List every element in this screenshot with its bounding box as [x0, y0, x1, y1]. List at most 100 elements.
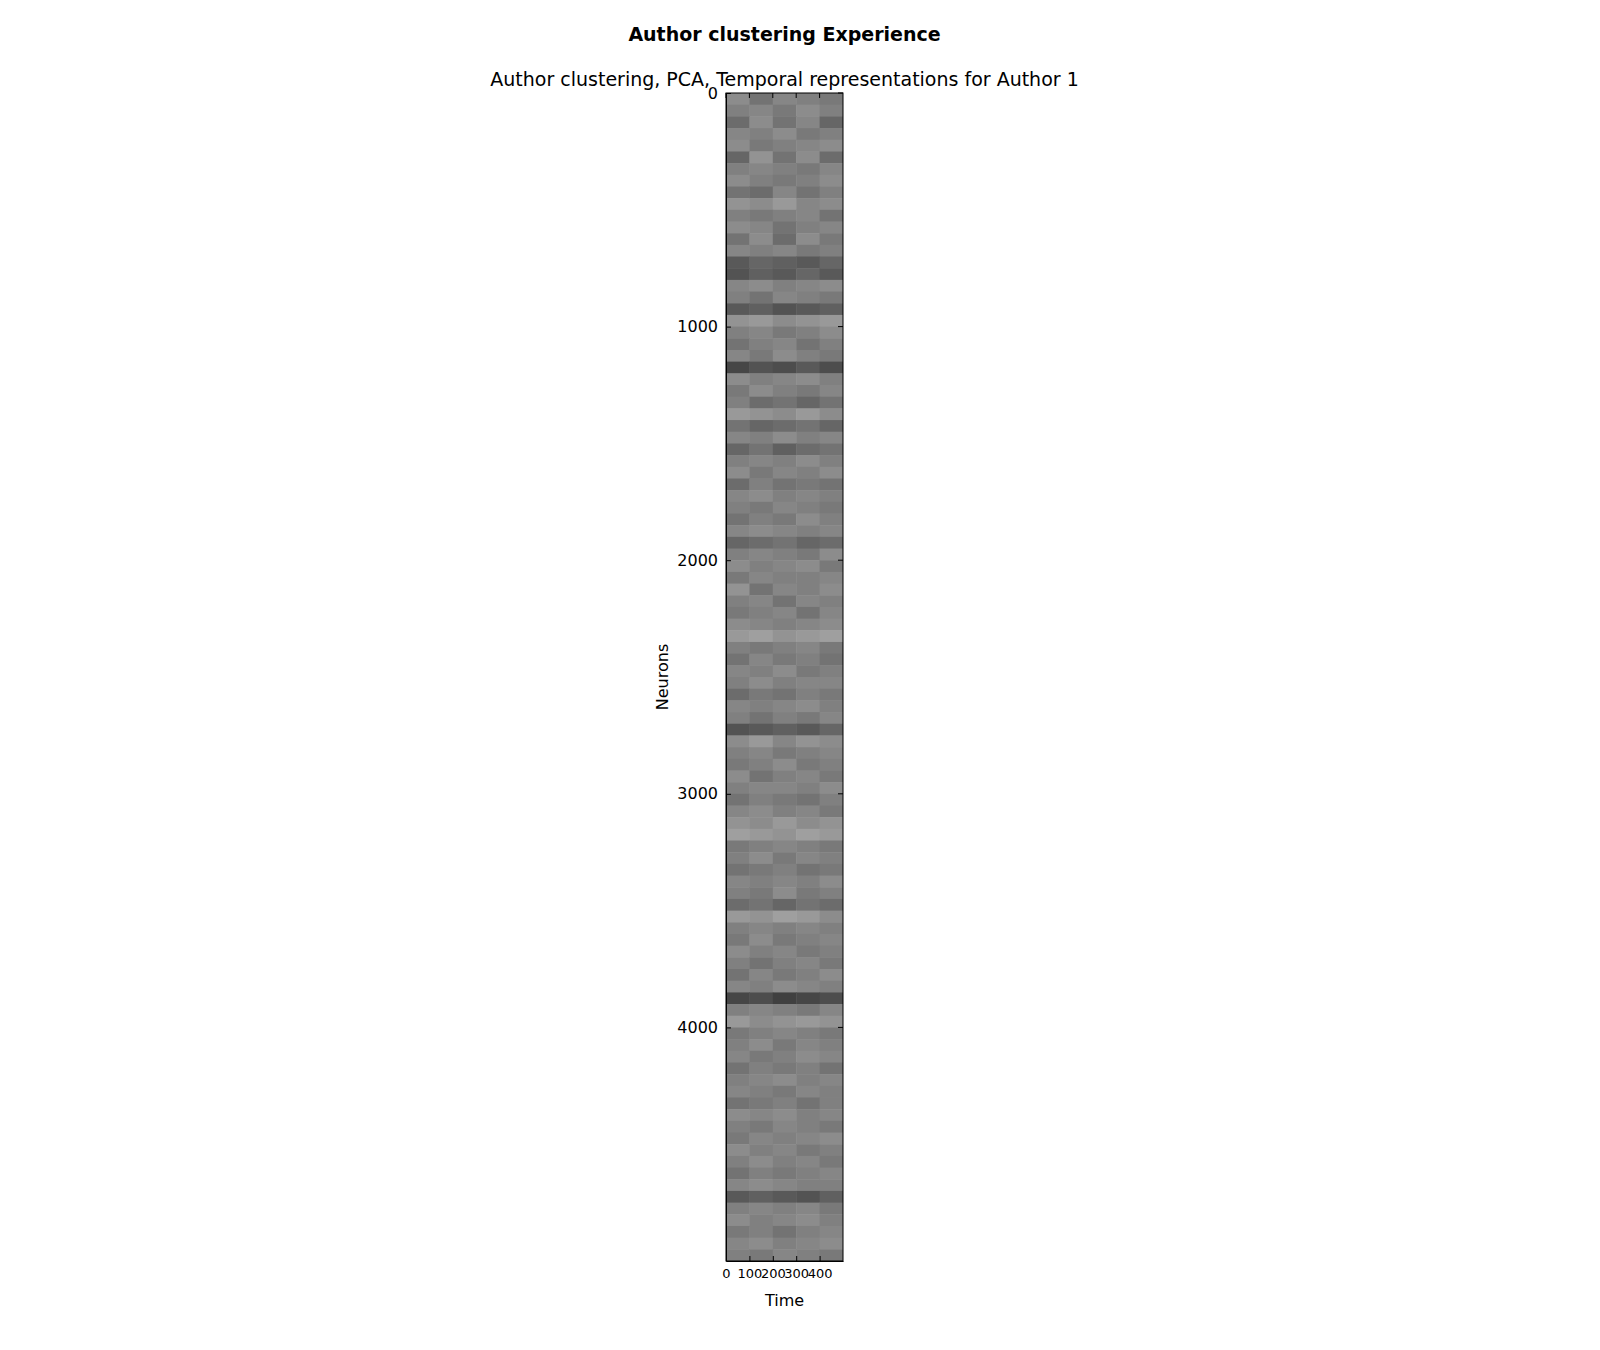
y-tick: 4000 — [677, 1018, 731, 1037]
cell — [726, 467, 750, 479]
cell — [796, 408, 820, 420]
cell — [820, 841, 843, 853]
cell — [749, 1062, 773, 1074]
cell — [773, 338, 797, 350]
cell — [749, 549, 773, 561]
cell — [726, 116, 750, 128]
cell — [773, 619, 797, 631]
cell — [749, 654, 773, 666]
cell — [726, 525, 750, 537]
cell — [749, 619, 773, 631]
cell — [749, 1039, 773, 1051]
cell — [820, 362, 843, 374]
x-tick: 200 — [761, 1256, 786, 1281]
cell — [820, 1004, 843, 1016]
cell — [796, 911, 820, 923]
cell — [796, 852, 820, 864]
cell — [773, 747, 797, 759]
cell — [726, 1027, 750, 1039]
cell — [796, 1133, 820, 1145]
cell — [820, 922, 843, 934]
cell — [749, 864, 773, 876]
cell — [773, 315, 797, 327]
cell — [773, 210, 797, 222]
cell — [773, 934, 797, 946]
x-tick-label: 200 — [761, 1266, 786, 1281]
cell — [726, 303, 750, 315]
cell — [773, 911, 797, 923]
cell — [726, 198, 750, 210]
cell — [749, 280, 773, 292]
cell — [796, 992, 820, 1004]
cell — [726, 560, 750, 572]
y-tick-label: 4000 — [677, 1018, 718, 1037]
cell — [820, 221, 843, 233]
cell — [796, 1191, 820, 1203]
cell — [726, 770, 750, 782]
cell — [796, 841, 820, 853]
cell — [749, 1051, 773, 1063]
cell — [820, 280, 843, 292]
cell — [820, 876, 843, 888]
cell — [820, 911, 843, 923]
cell — [726, 887, 750, 899]
cell — [749, 1097, 773, 1109]
cell — [796, 1051, 820, 1063]
cell — [749, 245, 773, 257]
cell — [796, 151, 820, 163]
cell — [749, 1249, 773, 1261]
cell — [773, 1144, 797, 1156]
cell — [749, 186, 773, 198]
cell — [726, 724, 750, 736]
cell — [726, 1238, 750, 1250]
cell — [749, 957, 773, 969]
cell — [749, 876, 773, 888]
cell — [820, 560, 843, 572]
cell — [726, 969, 750, 981]
cell — [796, 502, 820, 514]
cell — [796, 946, 820, 958]
cell — [749, 724, 773, 736]
cell — [749, 934, 773, 946]
cell — [749, 899, 773, 911]
cell — [773, 525, 797, 537]
cell — [796, 455, 820, 467]
cell — [773, 280, 797, 292]
cell — [773, 899, 797, 911]
cell — [796, 257, 820, 269]
cell — [726, 105, 750, 117]
cell — [726, 1109, 750, 1121]
cell — [773, 595, 797, 607]
cell — [726, 128, 750, 140]
x-tick-mark — [796, 1256, 797, 1261]
cell — [773, 735, 797, 747]
cell — [820, 315, 843, 327]
cell — [749, 513, 773, 525]
cell — [726, 1121, 750, 1133]
cell — [726, 677, 750, 689]
cell — [726, 221, 750, 233]
cell — [726, 899, 750, 911]
x-tick-mark-top — [726, 93, 727, 98]
cell — [773, 572, 797, 584]
cell — [796, 969, 820, 981]
cell — [773, 233, 797, 245]
cell — [773, 1168, 797, 1180]
x-tick: 100 — [737, 1256, 762, 1281]
cell — [773, 1249, 797, 1261]
cell — [749, 700, 773, 712]
cell — [749, 1238, 773, 1250]
cell — [773, 268, 797, 280]
cell — [796, 805, 820, 817]
cell — [820, 934, 843, 946]
cell — [726, 292, 750, 304]
cell — [796, 1238, 820, 1250]
cell — [749, 525, 773, 537]
cell — [820, 1156, 843, 1168]
cell — [749, 221, 773, 233]
cell — [726, 700, 750, 712]
cell — [773, 502, 797, 514]
cell — [726, 1179, 750, 1191]
cell — [820, 677, 843, 689]
cell — [796, 1027, 820, 1039]
